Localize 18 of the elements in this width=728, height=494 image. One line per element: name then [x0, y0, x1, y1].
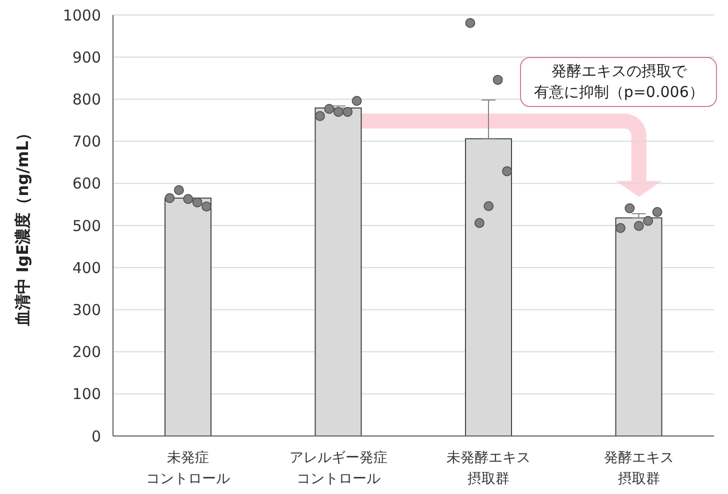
y-tick-label: 100: [72, 385, 101, 404]
y-tick-label: 900: [72, 48, 101, 66]
y-tick-label: 300: [72, 301, 101, 320]
x-tick-label: 未発酵エキス摂取群: [446, 450, 531, 487]
y-tick-label: 1000: [62, 6, 101, 24]
x-tick-label: 発酵エキス摂取群: [604, 450, 674, 487]
y-tick-label: 500: [72, 216, 101, 235]
annotation: 有意に抑制（p=0.006）: [532, 82, 705, 103]
annotation: 発酵エキスの摂取で: [550, 61, 688, 82]
y-tick-label: 600: [72, 174, 101, 193]
y-tick-label: 0: [91, 427, 101, 446]
x-tick-label: アレルギー発症コントロール: [289, 450, 388, 487]
y-tick-label: 800: [72, 90, 101, 109]
y-tick-label: 400: [72, 258, 101, 277]
y-axis-title: 血清中 IgE濃度（ng/mL）: [13, 124, 32, 328]
y-tick-label: 200: [72, 343, 101, 362]
x-tick-label: 未発症コントロール: [146, 450, 230, 487]
y-tick-label: 700: [72, 132, 101, 151]
